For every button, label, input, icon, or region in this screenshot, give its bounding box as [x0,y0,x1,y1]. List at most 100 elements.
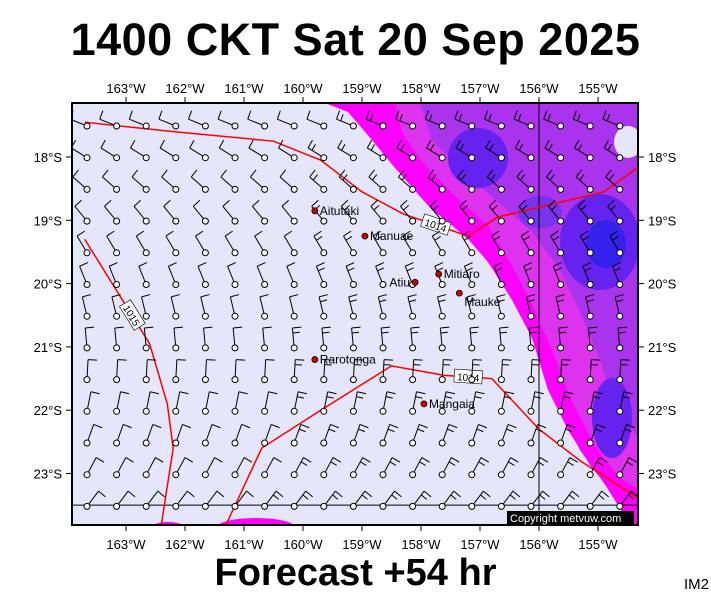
barb-feather [211,423,221,429]
barb-station [379,376,387,384]
barb-station [586,376,594,384]
wind-barb [113,457,134,479]
barb-feather [82,294,92,298]
barb-station [349,249,357,257]
barb-feather [176,359,186,361]
barb-feather [381,326,391,329]
barb-feather [470,331,478,334]
wind-barb [497,359,512,384]
barb-feather [569,457,578,463]
wind-barb [438,423,458,447]
barb-feather [241,423,251,429]
barb-station [379,407,387,415]
wind-barb [516,169,535,193]
barb-feather [197,262,207,267]
barb-feather [419,461,426,466]
barb-feather [347,267,355,272]
wind-barb [457,169,476,193]
lon-label-bottom: 158°W [401,537,441,552]
barb-station [290,217,298,225]
barb-station [616,217,624,225]
barb-feather [311,144,316,151]
wind-barb [279,169,298,193]
place-dot [455,289,463,297]
lat-label-right: 20°S [648,277,677,292]
barb-feather [257,262,266,267]
wind-barb [195,230,209,257]
wind-barb [497,391,515,415]
wind-barb [497,326,509,352]
barb-feather [478,423,487,429]
wind-barb [222,199,239,225]
wind-barb [315,262,328,288]
barb-feather [309,169,316,178]
barb-station [83,312,91,320]
barb-feather [491,204,498,211]
wind-barb [172,423,191,447]
wind-barb [426,139,446,162]
wind-barb [318,294,328,320]
barb-station [261,344,269,352]
barb-station [586,154,594,162]
wind-barb [518,199,535,225]
barb-feather [614,267,621,272]
wind-barb [427,169,446,193]
wind-barb [290,359,305,384]
barb-feather [370,144,376,151]
barb-feather [319,294,328,298]
barb-feather [351,331,360,334]
barb-feather [472,359,482,361]
wind-barb [201,457,223,479]
barb-station [616,344,624,352]
barb-feather [460,174,466,181]
wind-barb [261,359,275,384]
wind-barb [497,457,519,479]
barb-station [172,312,180,320]
barb-feather [171,294,180,298]
barb-feather [341,144,346,151]
wind-barb [250,169,269,193]
barb-feather [182,423,191,429]
barb-feather [564,391,574,395]
barb-feather [502,359,512,361]
isobar-label-text: 1014 [457,372,480,384]
barb-feather [607,199,615,207]
wind-barb [611,262,624,288]
wind-barb [290,423,310,447]
wind-barb [83,490,106,510]
barb-station [616,312,624,320]
wind-barb [172,490,195,510]
wind-barb [290,457,312,479]
barb-station [468,439,476,447]
wind-barb [586,457,608,479]
barb-feather [400,199,408,207]
barb-feather [366,139,373,149]
wind-barb [320,326,331,352]
barb-feather [273,457,282,463]
wind-barb [192,199,209,225]
barb-station [231,249,239,257]
barb-station [172,185,180,193]
barb-feather [579,174,585,181]
barb-station [616,376,624,384]
barb-feather [300,423,310,429]
barb-feather [189,139,195,149]
barb-feather [133,199,142,207]
barb-station [290,502,298,510]
barb-station [586,502,594,510]
lat-label-right: 22°S [648,403,677,418]
barb-feather [429,199,438,207]
barb-feather [272,494,279,500]
wind-barb [520,230,535,257]
barb-station [290,376,298,384]
lat-label-left: 18°S [34,150,63,165]
barb-feather [173,326,183,329]
barb-feather [527,299,535,303]
barb-station [261,217,269,225]
wind-barb [261,423,280,447]
barb-feather [298,428,306,433]
barb-feather [284,230,293,237]
barb-feather [316,262,325,267]
wind-barb [375,262,387,288]
wind-barb [142,457,164,479]
